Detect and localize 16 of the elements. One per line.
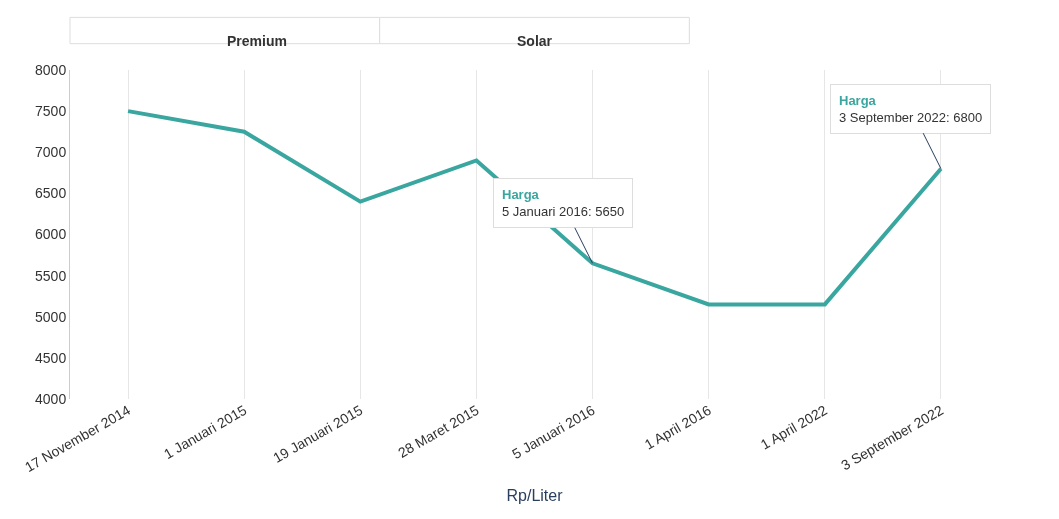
text: Solar bbox=[517, 33, 553, 49]
y-tick-label: 5000 bbox=[35, 308, 67, 325]
y-tick-label: 7500 bbox=[35, 103, 67, 120]
y-tick-label: 4000 bbox=[35, 390, 67, 407]
y-tick-label: 6500 bbox=[35, 185, 67, 202]
y-tick-label: 8000 bbox=[35, 61, 67, 78]
y-tick-label: 6000 bbox=[35, 226, 67, 243]
y-tick-label: 5500 bbox=[35, 267, 67, 284]
annotation: Harga 5 Januari 2016: 5650 bbox=[502, 187, 625, 219]
text: Premium bbox=[227, 33, 287, 49]
y-tick-label: 4500 bbox=[35, 349, 67, 366]
x-axis-title: Rp/Liter bbox=[506, 486, 564, 504]
x-tick-label: 1 April 2016 bbox=[641, 401, 714, 453]
y-tick-label: 7000 bbox=[35, 144, 67, 161]
x-tick-label: 1 April 2022 bbox=[757, 401, 830, 453]
annotation: Harga 3 September 2022: 6800 bbox=[839, 93, 983, 125]
